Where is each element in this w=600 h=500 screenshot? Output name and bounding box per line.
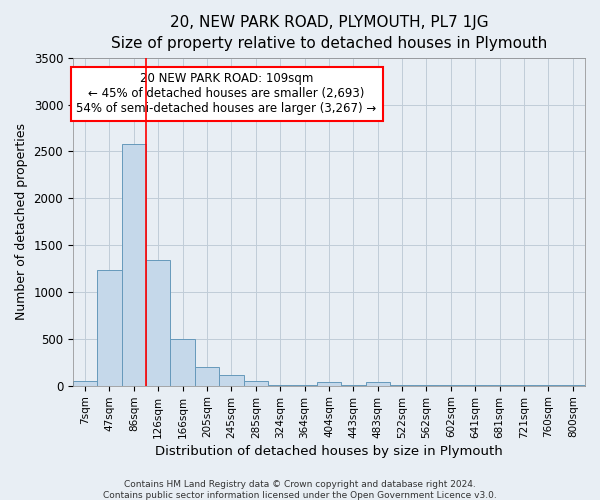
Text: Contains HM Land Registry data © Crown copyright and database right 2024.
Contai: Contains HM Land Registry data © Crown c…	[103, 480, 497, 500]
Bar	[146, 260, 170, 386]
Bar	[97, 270, 122, 386]
Bar	[317, 382, 341, 386]
Title: 20, NEW PARK ROAD, PLYMOUTH, PL7 1JG
Size of property relative to detached house: 20, NEW PARK ROAD, PLYMOUTH, PL7 1JG Siz…	[111, 15, 547, 51]
Bar	[365, 382, 390, 386]
Bar	[219, 376, 244, 386]
Bar	[122, 144, 146, 386]
Bar	[195, 367, 219, 386]
Bar	[170, 339, 195, 386]
Text: 20 NEW PARK ROAD: 109sqm
← 45% of detached houses are smaller (2,693)
54% of sem: 20 NEW PARK ROAD: 109sqm ← 45% of detach…	[76, 72, 377, 116]
Y-axis label: Number of detached properties: Number of detached properties	[15, 123, 28, 320]
X-axis label: Distribution of detached houses by size in Plymouth: Distribution of detached houses by size …	[155, 444, 503, 458]
Bar	[73, 380, 97, 386]
Bar	[268, 385, 292, 386]
Bar	[244, 380, 268, 386]
